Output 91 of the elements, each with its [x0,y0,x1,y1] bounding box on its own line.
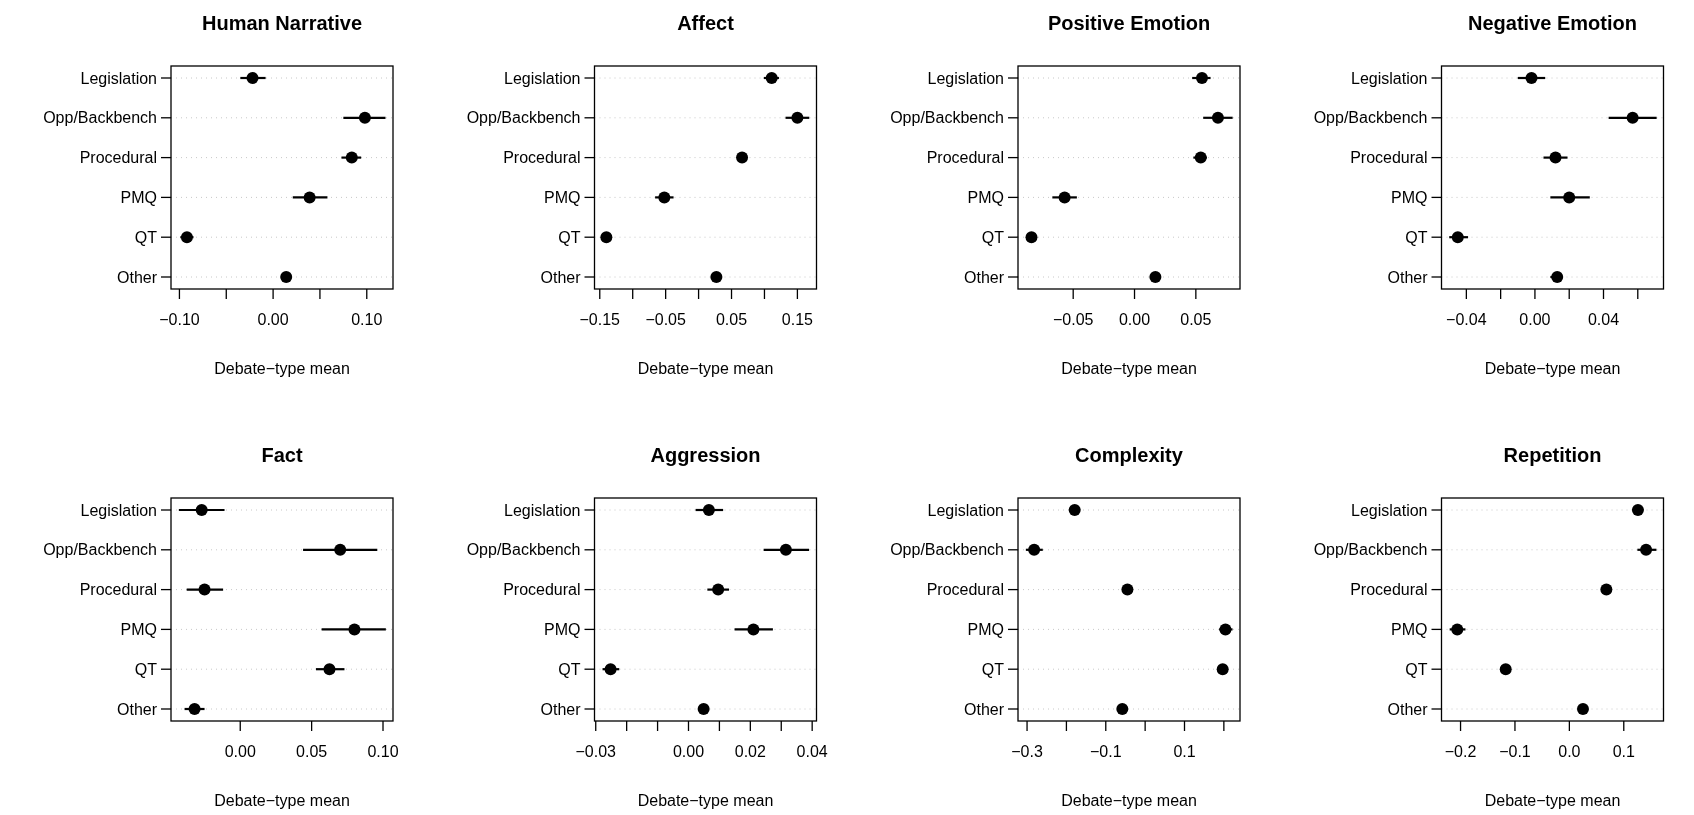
x-tick-label: 0.04 [1587,311,1620,328]
y-tick-label: Procedural [79,149,157,167]
chart-title: Human Narrative [201,12,363,34]
x-axis-title: Debate−type mean [214,360,350,377]
x-tick-label: 0.0 [1558,743,1581,760]
y-tick-label: Procedural [503,149,581,167]
x-axis-title: Debate−type mean [1061,792,1197,809]
x-tick-label: −0.03 [575,743,617,760]
y-tick-label: Legislation [80,69,157,87]
x-tick-label: −0.04 [1446,311,1487,328]
x-tick-label: −0.1 [1499,743,1531,760]
y-tick-label: QT [1405,228,1428,246]
chart-title: Repetition [1503,444,1602,466]
x-tick-label: −0.2 [1444,743,1477,760]
y-tick-label: PMQ [1391,621,1428,638]
x-tick-label: −0.3 [1011,743,1043,760]
y-tick-label: Other [540,268,582,286]
y-tick-label: Opp/Backbench [890,109,1004,127]
y-tick-label: Procedural [503,581,581,599]
y-tick-label: Procedural [926,149,1004,167]
y-tick-label: Procedural [1350,149,1428,167]
y-tick-label: PMQ [967,621,1004,638]
x-tick-label: 0.00 [224,743,256,760]
y-tick-label: Legislation [504,501,581,519]
x-tick-label: 0.10 [367,743,399,760]
x-axis-title: Debate−type mean [214,792,350,809]
y-tick-label: Other [963,268,1005,286]
y-tick-label: Other [116,700,158,718]
y-tick-label: Legislation [504,69,581,87]
y-tick-label: Other [1387,700,1429,718]
x-axis-title: Debate−type mean [1484,792,1621,809]
y-tick-label: Opp/Backbench [1313,541,1428,559]
x-axis-title: Debate−type mean [637,360,774,377]
chart-title: Positive Emotion [1047,12,1211,34]
x-tick-label: 0.1 [1612,743,1635,760]
y-tick-label: QT [558,660,581,678]
y-tick-label: Opp/Backbench [466,109,581,127]
y-tick-label: QT [558,228,581,246]
y-tick-label: QT [981,660,1005,678]
y-tick-label: Other [963,700,1005,718]
y-tick-label: Legislation [80,501,157,519]
chart-title: Affect [677,12,735,34]
y-tick-label: Procedural [926,581,1004,599]
x-tick-label: 0.05 [1180,311,1212,328]
y-tick-label: QT [134,228,158,246]
x-tick-label: −0.15 [579,311,621,328]
chart-title: Fact [261,444,303,466]
y-tick-label: Procedural [1350,581,1428,599]
x-tick-label: 0.15 [781,311,814,328]
y-tick-label: Opp/Backbench [890,541,1004,559]
y-tick-label: PMQ [544,621,581,638]
x-tick-label: 0.04 [796,743,828,760]
x-tick-label: 0.00 [1519,311,1551,328]
x-tick-label: 0.05 [296,743,328,760]
y-tick-label: QT [1405,660,1428,678]
x-tick-label: −0.10 [159,311,200,328]
y-tick-label: PMQ [1391,189,1428,206]
y-tick-label: PMQ [120,189,157,206]
x-tick-label: 0.00 [672,743,705,760]
x-axis-title: Debate−type mean [1061,360,1197,377]
y-tick-label: Legislation [1351,501,1428,519]
x-axis-title: Debate−type mean [1484,360,1621,377]
x-tick-label: −0.05 [645,311,686,328]
x-tick-label: 0.10 [351,311,383,328]
y-tick-label: Procedural [79,581,157,599]
y-tick-label: Other [116,268,158,286]
y-tick-label: QT [981,228,1005,246]
y-tick-label: PMQ [967,189,1004,206]
y-tick-label: Opp/Backbench [1313,109,1428,127]
chart-title: Aggression [650,444,761,466]
y-tick-label: Other [540,700,582,718]
y-tick-label: Legislation [927,501,1004,519]
x-tick-label: 0.05 [715,311,748,328]
chart-title: Complexity [1075,444,1184,466]
x-tick-label: −0.1 [1089,743,1122,760]
x-tick-label: 0.00 [257,311,289,328]
y-tick-label: Legislation [927,69,1004,87]
x-tick-label: −0.05 [1052,311,1094,328]
x-tick-label: 0.1 [1173,743,1196,760]
x-tick-label: 0.00 [1118,311,1151,328]
y-tick-label: Opp/Backbench [43,109,157,127]
chart-title: Negative Emotion [1468,12,1637,34]
y-tick-label: PMQ [544,189,581,206]
y-tick-label: Opp/Backbench [466,541,581,559]
x-tick-label: 0.02 [734,743,766,760]
y-tick-label: Legislation [1351,69,1428,87]
y-tick-label: QT [134,660,158,678]
y-tick-label: Opp/Backbench [43,541,157,559]
x-axis-title: Debate−type mean [637,792,774,809]
y-tick-label: PMQ [120,621,157,638]
y-tick-label: Other [1387,268,1429,286]
